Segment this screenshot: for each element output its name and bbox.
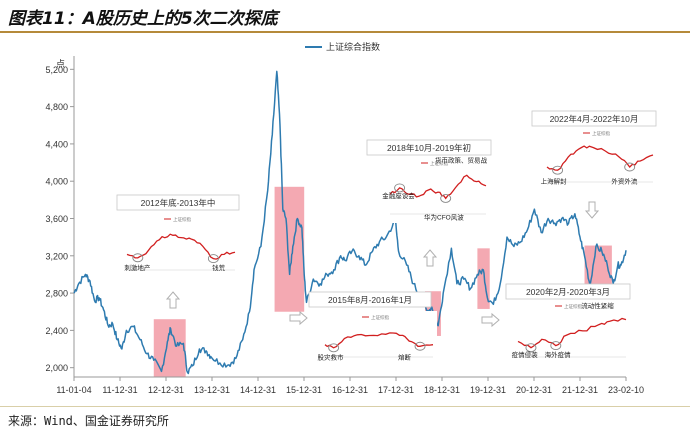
inset-legend-label: 上证综指 bbox=[173, 216, 191, 223]
x-tick-label: 17-12-31 bbox=[378, 385, 414, 395]
inset-trough-marker bbox=[207, 254, 219, 264]
inset-annotation: 金融座谈会 bbox=[382, 191, 415, 200]
arrow-connector-1 bbox=[165, 291, 181, 309]
inset-series-line bbox=[546, 145, 654, 171]
arrow-connector-3 bbox=[422, 249, 438, 267]
inset-annotation: 疫情侵袭 bbox=[512, 350, 539, 359]
inset-legend-label: 上证综指 bbox=[564, 303, 582, 310]
x-tick-label: 11-12-31 bbox=[102, 385, 137, 395]
chart-canvas: 2,000 2,400 2,800 3,200 3,600 4,000 4,400 4,800… bbox=[45, 41, 657, 395]
inset-series-line bbox=[389, 174, 487, 200]
inset-background bbox=[380, 157, 490, 223]
y-axis-unit: 点 bbox=[56, 59, 65, 69]
inset-trough-marker bbox=[440, 193, 452, 203]
inset-title: 2015年8月-2016年1月 bbox=[328, 295, 412, 305]
arrow-connector-4 bbox=[481, 312, 500, 328]
x-tick-label: 20-12-31 bbox=[516, 385, 552, 395]
inset-trough-marker bbox=[328, 343, 340, 353]
inset-annotation: 熔断 bbox=[398, 352, 412, 361]
y-tick-label: 4,000 bbox=[45, 177, 68, 187]
inset-trough-marker bbox=[624, 162, 636, 172]
inset-legend-label: 上证综指 bbox=[592, 130, 610, 137]
inset-annotation: 钱荒 bbox=[212, 263, 226, 272]
arrow-connector-2 bbox=[289, 310, 308, 326]
inset-annotation: 上海解封 bbox=[541, 176, 568, 185]
x-tick-label: 16-12-31 bbox=[332, 385, 368, 395]
inset-annotation: 股灾救市 bbox=[317, 352, 344, 361]
bottom-divider bbox=[0, 406, 690, 407]
inset-title: 2022年4月-2022年10月 bbox=[550, 114, 639, 124]
inset-title-box bbox=[505, 283, 631, 300]
inset-trough-marker bbox=[552, 165, 564, 175]
chart-axes: 2,000 2,400 2,800 3,200 3,600 4,000 4,400 4,800… bbox=[45, 56, 644, 395]
inset-series-line bbox=[517, 317, 627, 349]
x-tick-label: 21-12-31 bbox=[562, 385, 598, 395]
arrow-shape bbox=[422, 249, 438, 267]
x-tick-label: 13-12-31 bbox=[194, 385, 230, 395]
inset-trough-marker bbox=[414, 341, 426, 351]
inset-title: 2012年底-2013年中 bbox=[141, 198, 216, 208]
arrow-shape bbox=[165, 291, 181, 309]
x-tick-label: 23-02-10 bbox=[608, 385, 644, 395]
arrow-layer bbox=[165, 201, 600, 328]
inset-background bbox=[117, 213, 239, 279]
figure-title: 图表11：A股历史上的5次二次探底 bbox=[8, 9, 278, 29]
legend-label: 上证综合指数 bbox=[326, 41, 380, 52]
inset-annotation: 华为CFO风波 bbox=[424, 213, 464, 222]
highlight-box-2 bbox=[274, 186, 305, 312]
x-tick-label: 12-12-31 bbox=[148, 385, 184, 395]
x-tick-label: 18-12-31 bbox=[424, 385, 460, 395]
inset-annotation: 货币政策、贸易战 bbox=[435, 155, 488, 164]
inset-legend-label: 上证综指 bbox=[371, 314, 389, 321]
title-divider bbox=[0, 31, 690, 33]
y-tick-label: 2,000 bbox=[45, 363, 68, 373]
inset-trough-marker bbox=[132, 253, 144, 263]
inset-title-box bbox=[366, 139, 492, 156]
inset-annotation: 流动性紧缩 bbox=[581, 301, 614, 310]
y-tick-label: 4,400 bbox=[45, 139, 68, 149]
arrow-shape bbox=[584, 201, 600, 219]
y-tick-label: 5,200 bbox=[45, 65, 68, 75]
inset-background bbox=[537, 127, 657, 191]
arrow-shape bbox=[481, 312, 500, 328]
y-tick-label: 2,400 bbox=[45, 326, 68, 336]
x-tick-label: 14-12-31 bbox=[240, 385, 276, 395]
inset-background bbox=[508, 300, 630, 366]
inset-trough-marker bbox=[394, 183, 406, 193]
x-tick-label: 11-01-04 bbox=[56, 385, 91, 395]
inset-annotation: 刺激地产 bbox=[124, 263, 151, 272]
inset-trough-marker bbox=[550, 341, 562, 351]
inset-title-box bbox=[531, 110, 657, 127]
y-tick-label: 2,800 bbox=[45, 289, 68, 299]
legend: 上证综合指数 bbox=[305, 41, 380, 52]
inset-trough-marker bbox=[525, 343, 537, 353]
inset-title-box bbox=[308, 291, 432, 308]
x-tick-label: 19-12-31 bbox=[470, 385, 506, 395]
inset-title: 2018年10月-2019年初 bbox=[387, 143, 471, 153]
series-layer bbox=[73, 70, 627, 375]
arrow-shape bbox=[289, 310, 308, 326]
series-line-1 bbox=[73, 70, 627, 375]
y-tick-label: 4,800 bbox=[45, 102, 68, 112]
inset-series-line bbox=[126, 233, 236, 260]
x-tick-label: 15-12-31 bbox=[286, 385, 322, 395]
arrow-connector-5 bbox=[584, 201, 600, 219]
inset-title: 2020年2月-2020年3月 bbox=[526, 287, 610, 297]
inset-annotation: 海外疫情 bbox=[545, 350, 572, 359]
source-note: 来源：Wind、国金证券研究所 bbox=[8, 414, 169, 428]
inset-legend-label: 上证综指 bbox=[430, 160, 448, 167]
inset-annotation: 外资外流 bbox=[611, 176, 638, 185]
y-tick-label: 3,600 bbox=[45, 214, 68, 224]
inset-title-box bbox=[116, 194, 240, 211]
y-tick-label: 3,200 bbox=[45, 251, 68, 261]
